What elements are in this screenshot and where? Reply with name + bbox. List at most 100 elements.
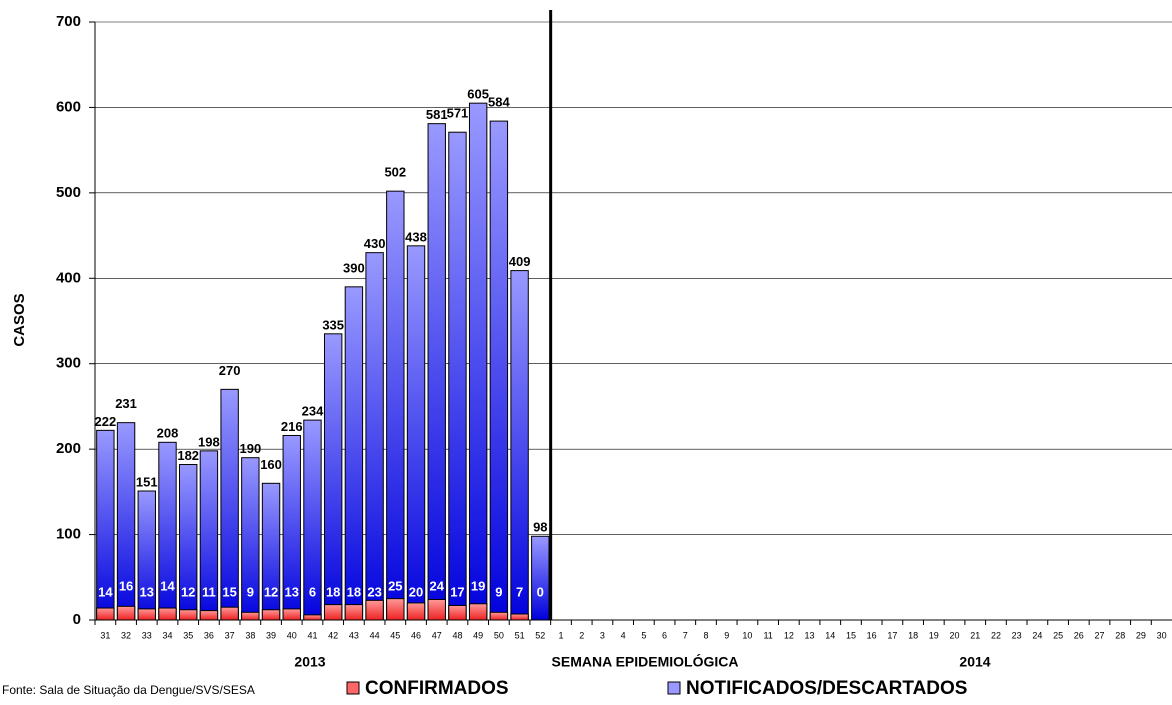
x-tick-label: 45 — [390, 630, 400, 640]
value-label: 14 — [160, 578, 175, 593]
x-tick-label: 13 — [805, 630, 815, 640]
value-label: 571 — [447, 106, 469, 121]
x-tick-label: 9 — [724, 630, 729, 640]
value-label: 17 — [450, 584, 464, 599]
notified-bar — [365, 252, 384, 621]
x-tick-label: 41 — [307, 630, 317, 640]
notified-bar — [323, 333, 343, 621]
confirmed-bar — [137, 608, 156, 621]
x-tick-label: 35 — [183, 630, 193, 640]
x-tick-label: 47 — [432, 630, 442, 640]
confirmed-bar — [510, 613, 529, 621]
notified-bar — [261, 482, 281, 621]
value-label: 13 — [140, 584, 154, 599]
value-label: 23 — [367, 584, 381, 599]
x-tick-label: 4 — [621, 630, 626, 640]
legend-swatch — [346, 681, 360, 695]
confirmed-bar — [158, 607, 177, 621]
confirmed-bar — [365, 599, 384, 621]
x-tick-label: 18 — [908, 630, 918, 640]
value-label: 24 — [430, 578, 445, 593]
confirmed-bar — [179, 609, 198, 621]
x-tick-label: 42 — [328, 630, 338, 640]
x-tick-label: 23 — [1012, 630, 1022, 640]
value-label: 216 — [281, 419, 303, 434]
x-tick-label: 43 — [349, 630, 359, 640]
x-tick-label: 31 — [100, 630, 110, 640]
value-label: 182 — [177, 448, 199, 463]
x-tick-label: 32 — [121, 630, 131, 640]
x-tick-label: 28 — [1115, 630, 1125, 640]
value-label: 12 — [264, 584, 278, 599]
confirmed-bar — [241, 611, 260, 621]
value-label: 190 — [239, 441, 261, 456]
value-label: 13 — [285, 584, 299, 599]
notified-bar — [468, 102, 488, 621]
notified-bar — [531, 535, 550, 621]
value-label: 430 — [364, 236, 386, 251]
notified-bar — [510, 270, 529, 621]
y-tick-label: 100 — [56, 526, 81, 543]
value-label: 198 — [198, 434, 220, 449]
x-tick-label: 52 — [535, 630, 545, 640]
x-tick-label: 20 — [950, 630, 960, 640]
x-tick-label: 24 — [1032, 630, 1042, 640]
value-label: 581 — [426, 107, 448, 122]
y-tick-label: 700 — [56, 13, 81, 30]
value-label: 18 — [347, 584, 361, 599]
x-tick-label: 44 — [370, 630, 380, 640]
value-label: 18 — [326, 584, 340, 599]
x-tick-label: 25 — [1053, 630, 1063, 640]
x-tick-label: 3 — [600, 630, 605, 640]
value-label: 25 — [388, 578, 402, 593]
x-tick-label: 39 — [266, 630, 276, 640]
x-tick-label: 34 — [162, 630, 172, 640]
x-tick-label: 37 — [225, 630, 235, 640]
confirmed-bar — [303, 614, 322, 621]
notified-bar — [137, 490, 156, 621]
legend-label: NOTIFICADOS/DESCARTADOS — [686, 678, 967, 699]
confirmed-bar — [261, 609, 281, 621]
value-label: 9 — [495, 584, 502, 599]
x-tick-label: 50 — [494, 630, 504, 640]
x-tick-label: 12 — [784, 630, 794, 640]
x-tick-label: 16 — [867, 630, 877, 640]
value-label: 151 — [136, 474, 158, 489]
value-label: 222 — [95, 414, 117, 429]
value-label: 12 — [181, 584, 195, 599]
x-tick-label: 21 — [970, 630, 980, 640]
x-tick-label: 5 — [641, 630, 646, 640]
value-label: 7 — [516, 584, 523, 599]
x-tick-label: 38 — [245, 630, 255, 640]
confirmed-bar — [489, 611, 509, 621]
confirmed-bar — [448, 604, 467, 621]
confirmed-bar — [116, 605, 136, 621]
value-label: 0 — [537, 584, 544, 599]
x-tick-label: 17 — [887, 630, 897, 640]
y-tick-label: 600 — [56, 98, 81, 115]
value-label: 231 — [115, 396, 137, 411]
x-tick-label: 29 — [1136, 630, 1146, 640]
value-label: 6 — [309, 584, 316, 599]
legend-label: CONFIRMADOS — [365, 678, 509, 699]
confirmed-bar — [323, 604, 343, 621]
x-tick-label: 15 — [846, 630, 856, 640]
legend-swatch — [667, 681, 681, 695]
confirmed-bar — [406, 602, 426, 621]
y-tick-label: 400 — [56, 269, 81, 286]
confirmed-bar — [427, 598, 446, 621]
notified-bar — [427, 123, 446, 621]
value-label: 390 — [343, 260, 365, 275]
value-label: 409 — [509, 254, 531, 269]
notified-bar — [344, 286, 364, 621]
x-tick-label: 48 — [452, 630, 462, 640]
x-tick-label: 6 — [662, 630, 667, 640]
x-tick-label: 10 — [742, 630, 752, 640]
x-tick-label: 30 — [1157, 630, 1167, 640]
value-label: 234 — [302, 404, 324, 419]
notified-bar — [406, 245, 426, 621]
x-tick-label: 40 — [287, 630, 297, 640]
confirmed-bar — [199, 610, 219, 621]
y-axis-label: CASOS — [11, 293, 28, 346]
